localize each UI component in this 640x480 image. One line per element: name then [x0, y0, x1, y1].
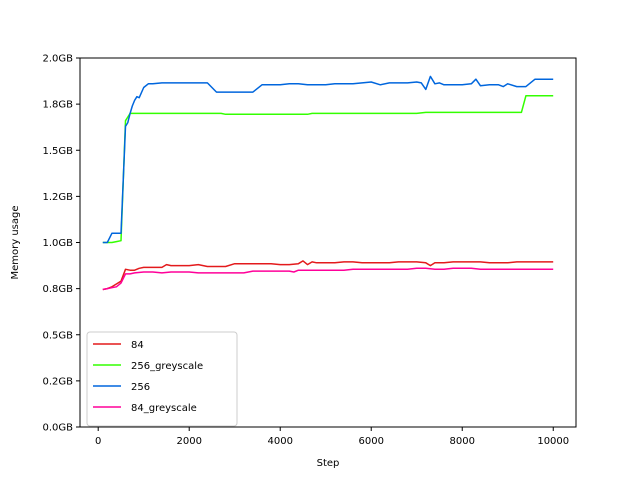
y-tick-label: 2.0GB [42, 54, 73, 65]
series-line-84-greyscale [102, 267, 554, 291]
y-tick-label: 1.5GB [42, 146, 73, 157]
legend-label: 256_greyscale [131, 361, 203, 372]
series-line-256-greyscale [102, 95, 554, 244]
y-axis-label: Memory usage [10, 205, 21, 279]
legend-box [86, 331, 238, 427]
y-axis: 0.0GB 0.2GB 0.5GB 0.8GB 1.0GB 1.2GB 1.5GB 1.8GB… [42, 54, 80, 434]
series-layer [102, 75, 554, 291]
x-tick-label: 2000 [176, 436, 201, 447]
legend-label: 84_greyscale [131, 403, 197, 414]
legend: 84 256_greyscale 256 84_greyscale [86, 331, 238, 427]
x-tick-label: 10000 [537, 436, 569, 447]
series-line-256 [102, 75, 554, 244]
series-line-84 [102, 260, 554, 291]
x-axis: 0 2000 4000 6000 8000 10000 [95, 427, 569, 447]
x-tick-label: 6000 [359, 436, 384, 447]
y-tick-label: 1.8GB [42, 100, 73, 111]
y-tick-label: 0.5GB [42, 330, 73, 341]
y-tick-label: 0.2GB [42, 376, 73, 387]
y-tick-label: 0.8GB [42, 284, 73, 295]
legend-label: 256 [131, 382, 150, 393]
x-tick-label: 0 [95, 436, 101, 447]
y-tick-label: 0.0GB [42, 423, 73, 434]
x-axis-label: Step [317, 458, 340, 469]
y-tick-label: 1.2GB [42, 192, 73, 203]
x-tick-label: 8000 [450, 436, 475, 447]
y-tick-label: 1.0GB [42, 238, 73, 249]
legend-label: 84 [131, 340, 144, 351]
x-tick-label: 4000 [267, 436, 292, 447]
